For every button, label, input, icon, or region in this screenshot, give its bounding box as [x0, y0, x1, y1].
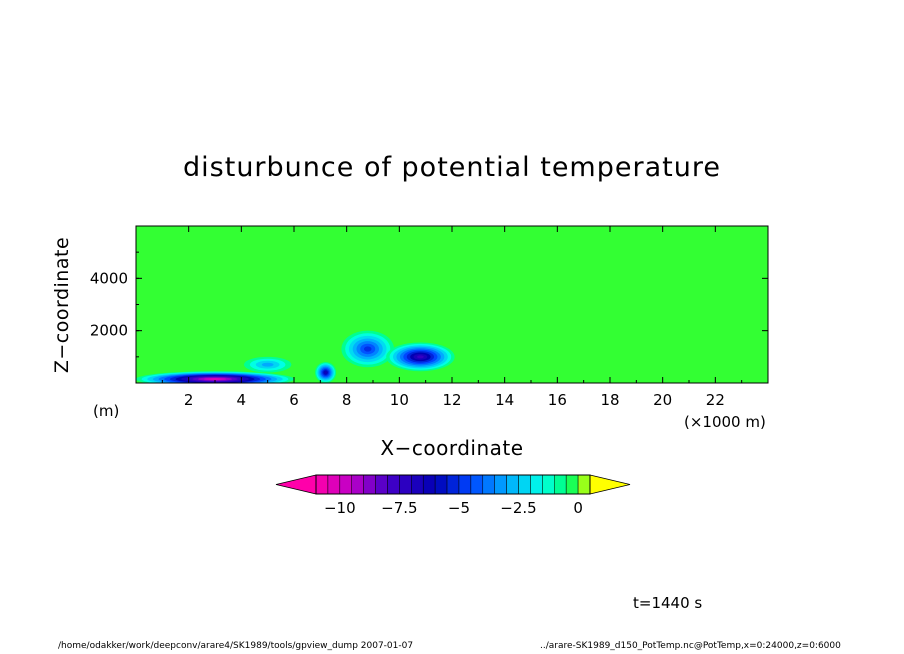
- x-tick-label: 6: [289, 391, 299, 409]
- x-tick-label: 18: [600, 391, 619, 409]
- colorbar-bin: [315, 474, 329, 495]
- contour-level-3-9: [416, 355, 424, 359]
- colorbar-tick-label: −5: [448, 499, 470, 517]
- x-axis: 2 4 6 8 10 12 14 16 18 20 22: [161, 226, 743, 409]
- colorbar-high-extension: [589, 474, 631, 495]
- x-tick-label: 10: [390, 391, 409, 409]
- contour-field: [136, 330, 455, 383]
- x-axis-label: X−coordinate: [380, 436, 524, 460]
- colorbar-bin: [506, 474, 519, 495]
- colorbar-bin: [411, 474, 424, 495]
- colorbar-bin: [530, 474, 543, 495]
- colorbar-bin: [434, 474, 448, 495]
- x-tick-label: 22: [706, 391, 725, 409]
- colorbar-tick-label: −7.5: [381, 499, 417, 517]
- colorbar-tick-label: 0: [573, 499, 583, 517]
- y-axis: 2000 4000: [90, 251, 768, 358]
- colorbar-bin: [446, 474, 460, 495]
- y-tick-label: 2000: [90, 322, 128, 340]
- colorbar-bin: [518, 474, 531, 495]
- colorbar-bin: [542, 474, 555, 495]
- colorbar: −10 −7.5 −5 −2.5 0: [275, 474, 631, 517]
- colorbar-frame: [315, 474, 591, 495]
- colorbar-bin: [327, 474, 341, 495]
- contour-level-2-6: [363, 346, 372, 352]
- contour-level-4-3: [261, 362, 274, 367]
- y-tick-label: 4000: [90, 269, 128, 287]
- colorbar-bin: [399, 474, 412, 495]
- colorbar-bin: [577, 474, 591, 495]
- colorbar-tick-label: −10: [324, 499, 356, 517]
- colorbar-bin: [387, 474, 400, 495]
- x-tick-label: 4: [237, 391, 247, 409]
- colorbar-bin: [494, 474, 507, 495]
- colorbar-bin: [554, 474, 567, 495]
- y-axis-unit: (m): [93, 402, 120, 420]
- footer-file-spec: ../arare-SK1989_d150_PotTemp.nc@PotTemp,…: [540, 641, 841, 651]
- y-axis-label: Z−coordinate: [51, 236, 73, 374]
- time-label: t=1440 s: [633, 594, 703, 612]
- x-tick-label: 12: [442, 391, 461, 409]
- x-tick-label: 14: [495, 391, 514, 409]
- contour-level-0-13: [209, 378, 221, 380]
- x-tick-label: 16: [548, 391, 567, 409]
- colorbar-bin: [351, 474, 364, 495]
- colorbar-bin: [565, 474, 579, 495]
- colorbar-bin: [458, 474, 472, 495]
- contour-level-1-8: [324, 371, 327, 374]
- x-tick-label: 2: [184, 391, 194, 409]
- x-axis-unit: (×1000 m): [684, 413, 766, 431]
- colorbar-tick-label: −2.5: [500, 499, 536, 517]
- colorbar-low-extension: [275, 474, 317, 495]
- colorbar-bin: [363, 474, 376, 495]
- colorbar-bin: [339, 474, 352, 495]
- colorbar-bin: [375, 474, 388, 495]
- x-tick-label: 8: [342, 391, 352, 409]
- colorbar-bin: [422, 474, 436, 495]
- colorbar-bin: [470, 474, 484, 495]
- footer-source-path: /home/odakker/work/deepconv/arare4/SK198…: [58, 641, 414, 651]
- x-tick-label: 20: [653, 391, 672, 409]
- colorbar-bin: [482, 474, 495, 495]
- chart-title: disturbunce of potential temperature: [183, 152, 721, 183]
